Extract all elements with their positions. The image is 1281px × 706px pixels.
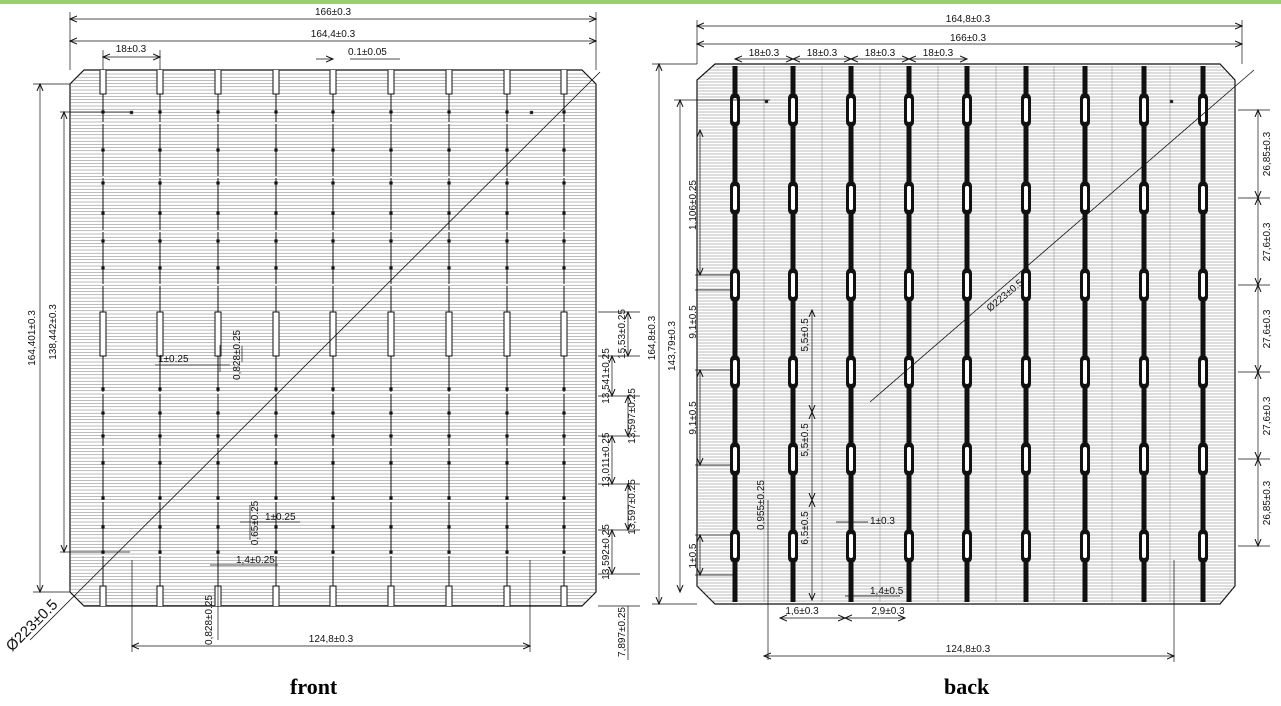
back-dim-r2: 27,6±0.3 — [1262, 222, 1273, 261]
front-bottom-tab-7 — [445, 585, 453, 606]
front-mid-tab-9 — [560, 311, 568, 357]
front-mid-tab-4 — [272, 311, 280, 357]
back-caption: back — [944, 674, 990, 699]
front-top-tab-2 — [156, 70, 164, 95]
back-busbar-4 — [906, 66, 912, 602]
front-bottom-tab-2 — [156, 585, 164, 606]
front-mid-tab-8 — [503, 311, 511, 357]
front-dim-pad-detail-b: 0,65±0.25 — [250, 500, 261, 545]
front-dim-r4: 13,011±0.25 — [601, 432, 612, 487]
front-top-tab-1 — [99, 70, 107, 95]
front-bottom-tab-8 — [503, 585, 511, 606]
front-bottom-tab-6 — [387, 585, 395, 606]
back-dim-left-inner: 143,79±0.3 — [667, 321, 678, 371]
back-dim-v4: 1±0.5 — [688, 543, 699, 568]
front-dim-pad-length-b: 1,4±0.25 — [236, 555, 275, 566]
front-cell — [29, 69, 601, 641]
back-dim-r3: 27,6±0.3 — [1262, 309, 1273, 348]
front-mid-tab-6 — [387, 311, 395, 357]
back-busbar-2 — [790, 66, 796, 602]
back-dim-pad-l: 1,4±0.5 — [870, 586, 904, 597]
front-bottom-tab-4 — [272, 585, 280, 606]
back-busbar-7 — [1082, 66, 1088, 602]
front-dim-pad-detail: 0,828±0.25 — [232, 330, 243, 380]
back-dim-m2: 5,5±0.5 — [800, 423, 811, 457]
back-dim-v2: 9,1±0.5 — [688, 305, 699, 339]
back-dim-gap-a: 1,6±0.3 — [785, 606, 819, 617]
front-top-tab-9 — [560, 70, 568, 95]
front-mid-tab-5 — [329, 311, 337, 357]
front-top-tab-3 — [214, 70, 222, 95]
front-bottom-tab-9 — [560, 585, 568, 606]
front-top-tab-7 — [445, 70, 453, 95]
front-dim-pad-length-a: 1±0.25 — [265, 512, 296, 523]
back-dim-r4: 27,6±0.3 — [1262, 396, 1273, 435]
front-bottom-tab-5 — [329, 585, 337, 606]
back-dim-r1: 26,85±0.3 — [1262, 131, 1273, 176]
front-dim-left-outer: 164,401±0.3 — [27, 310, 38, 366]
front-dim-left-inner: 138,442±0.3 — [48, 304, 59, 360]
back-dimension-texts: 164,8±0.3 166±0.3 18±0.3 18±0.3 18±0.3 1… — [647, 14, 1273, 655]
back-dim-gap-b: 2,9±0.3 — [871, 606, 905, 617]
front-dim-r7: 7,897±0.25 — [617, 607, 628, 657]
front-dim-bottom-detail: 0,828±0.25 — [204, 595, 215, 645]
front-dim-pad-width: 1±0.25 — [158, 354, 189, 365]
front-dim-top-inner: 164,4±0.3 — [311, 29, 356, 40]
front-bottom-tab-1 — [99, 585, 107, 606]
front-mid-tab-3 — [214, 311, 222, 357]
back-dim-top-outer: 164,8±0.3 — [946, 14, 991, 25]
front-mid-tab-1 — [99, 311, 107, 357]
back-dim-bottom-inner: 124,8±0.3 — [946, 644, 991, 655]
back-cell — [696, 63, 1255, 605]
front-top-tab-6 — [387, 70, 395, 95]
back-dim-m4: 0,955±0.25 — [756, 480, 767, 530]
back-busbar-6 — [1023, 66, 1029, 602]
front-top-tab-5 — [329, 70, 337, 95]
back-busbar-3 — [848, 66, 854, 602]
accent-bar — [0, 0, 1281, 4]
back-dim-m1: 5,5±0.5 — [800, 318, 811, 352]
back-dim-pitch-1: 18±0.3 — [749, 48, 780, 59]
front-dim-r1: 15,53±0.25 — [617, 309, 628, 359]
back-dim-v1: 1,106±0.25 — [688, 180, 699, 230]
front-dimension-texts: 166±0.3 164,4±0.3 18±0.3 0.1±0.05 164,40… — [3, 7, 638, 657]
front-dimensions — [33, 12, 640, 660]
back-diagonal-line — [869, 69, 1255, 403]
back-dim-pitch-4: 18±0.3 — [923, 48, 954, 59]
front-dim-pitch: 18±0.3 — [116, 44, 147, 55]
back-busbar-9 — [1200, 66, 1206, 602]
back-dim-m3: 6,5±0.5 — [800, 511, 811, 545]
front-top-tab-4 — [272, 70, 280, 95]
front-dim-top-outer: 166±0.3 — [315, 7, 352, 18]
front-dim-r2: 13,541±0.25 — [601, 348, 612, 404]
front-dim-r6: 13,592±0.25 — [601, 524, 612, 580]
front-mid-tab-7 — [445, 311, 453, 357]
back-dim-top-inner: 166±0.3 — [950, 33, 987, 44]
back-busbar-8 — [1141, 66, 1147, 602]
front-mid-tab-2 — [156, 311, 164, 357]
front-dim-r3: 13,597±0.25 — [627, 388, 638, 444]
back-dim-v3: 9,1±0.5 — [688, 401, 699, 435]
back-dim-pitch-3: 18±0.3 — [865, 48, 896, 59]
front-dim-finger-width: 0.1±0.05 — [348, 47, 387, 58]
back-busbar-5 — [964, 66, 970, 602]
back-dimensions — [652, 20, 1270, 662]
back-dim-left-outer: 164,8±0.3 — [647, 315, 658, 360]
front-dim-bottom-inner: 124,8±0.3 — [309, 634, 354, 645]
front-dim-diagonal: Ø223±0.5 — [3, 596, 62, 655]
front-dim-r5: 13,597±0.25 — [627, 479, 638, 535]
back-dim-pad-w: 1±0.3 — [870, 516, 895, 527]
back-busbar-1 — [732, 66, 738, 602]
back-dim-r5: 26,85±0.3 — [1262, 480, 1273, 525]
back-dim-pitch-2: 18±0.3 — [807, 48, 838, 59]
front-diagonal-line — [29, 71, 601, 641]
front-top-tab-8 — [503, 70, 511, 95]
front-caption: front — [290, 674, 338, 699]
